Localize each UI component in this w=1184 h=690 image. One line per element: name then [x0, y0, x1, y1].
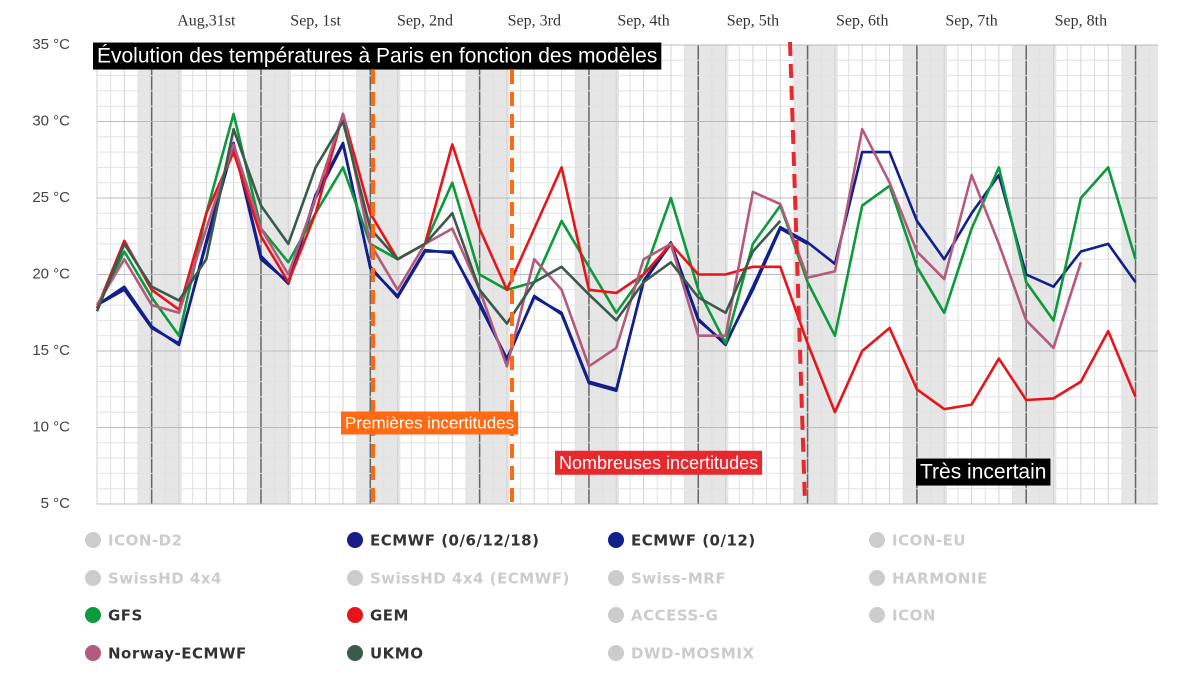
background: 5 °C 10 °C 15 °C 20 °C 25 °C 30 °C 35 °C Aug,31…: [32, 13, 1158, 512]
chart-title: Évolution des températures à Paris en fo…: [97, 45, 657, 68]
y-tick-label: 25 °C: [32, 189, 70, 206]
annotation-box: [341, 411, 519, 435]
legend-label: ECMWF (0/12): [631, 532, 756, 550]
x-tick-label: Sep, 5th: [727, 13, 779, 30]
series-line: [96, 141, 1137, 393]
legend-label: ACCESS-G: [631, 607, 718, 625]
x-tick-label: Sep, 8th: [1055, 13, 1107, 30]
legend-marker: [85, 532, 101, 548]
y-tick-label: 30 °C: [32, 112, 70, 129]
annotation: Premières incertitudes: [345, 413, 514, 432]
legend-marker: [85, 607, 101, 623]
legend-label: UKMO: [370, 645, 423, 663]
plot-lines: [95, 112, 1137, 414]
annotations: Évolution des températures à Paris en fo…: [93, 42, 1051, 486]
legend-marker: [85, 570, 101, 586]
annotation: Nombreuses incertitudes: [559, 453, 758, 473]
legend-marker: [347, 607, 363, 623]
legend-label: ICON: [892, 607, 936, 625]
x-tick-label: Sep, 3rd: [508, 13, 561, 30]
annotation-box: [93, 42, 662, 70]
y-tick-label: 35 °C: [32, 36, 70, 53]
legend-marker: [608, 532, 624, 548]
series-line: [95, 112, 1137, 345]
legend-label: SwissHD 4x4 (ECMWF): [370, 570, 570, 588]
legend: ICON-D2 ECMWF (0/6/12/18) ECMWF (0/12) ICON…: [85, 532, 988, 663]
series-line: [95, 120, 782, 325]
y-tick-label: 5 °C: [41, 495, 71, 512]
annotation-box: [555, 450, 763, 475]
legend-marker: [347, 645, 363, 661]
x-tick-label: Sep, 7th: [945, 13, 997, 30]
legend-marker: [608, 607, 624, 623]
series-line: [95, 112, 1083, 368]
legend-label: ECMWF (0/6/12/18): [370, 532, 539, 550]
legend-marker: [347, 570, 363, 586]
series-line: [95, 112, 1137, 414]
legend-marker: [608, 645, 624, 661]
dashed-marker: [788, 41, 807, 505]
legend-marker: [869, 607, 885, 623]
x-tick-label: Sep, 6th: [836, 13, 888, 30]
legend-label: Norway-ECMWF: [108, 645, 247, 663]
legend-marker: [347, 532, 363, 548]
annotation-box: [916, 458, 1051, 486]
legend-marker: [608, 570, 624, 586]
legend-label: SwissHD 4x4: [108, 570, 222, 588]
legend-marker: [85, 645, 101, 661]
x-tick-label: Sep, 4th: [617, 13, 669, 30]
legend-label: HARMONIE: [892, 570, 988, 588]
legend-label: ICON-D2: [108, 532, 183, 550]
x-tick-label: Aug,31st: [177, 13, 236, 30]
annotation: Très incertain: [920, 461, 1046, 484]
legend-marker: [869, 532, 885, 548]
x-tick-label: Sep, 1st: [290, 13, 341, 30]
y-tick-label: 15 °C: [32, 342, 70, 359]
legend-label: DWD-MOSMIX: [631, 645, 755, 663]
legend-marker: [869, 570, 885, 586]
y-tick-label: 20 °C: [32, 265, 70, 282]
legend-label: Swiss-MRF: [631, 570, 726, 588]
y-tick-label: 10 °C: [32, 418, 70, 435]
legend-label: ICON-EU: [892, 532, 966, 550]
legend-label: GEM: [370, 607, 409, 625]
x-tick-label: Sep, 2nd: [397, 13, 453, 30]
legend-label: GFS: [108, 607, 143, 625]
